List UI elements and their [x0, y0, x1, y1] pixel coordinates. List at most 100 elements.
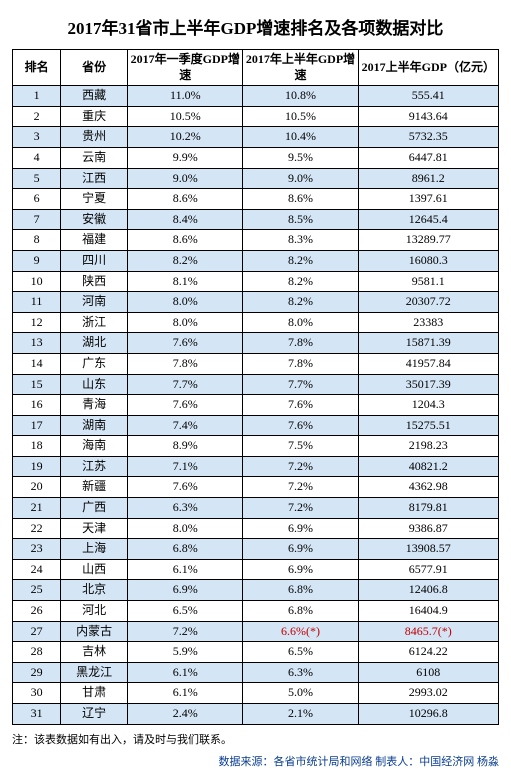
- cell-gdp: 5732.35: [358, 127, 498, 148]
- cell-province: 山西: [61, 559, 128, 580]
- cell-h1: 8.2%: [243, 250, 358, 271]
- cell-h1: 6.9%: [243, 559, 358, 580]
- cell-province: 天津: [61, 518, 128, 539]
- cell-rank: 13: [13, 333, 61, 354]
- cell-rank: 1: [13, 86, 61, 107]
- cell-h1: 6.8%: [243, 601, 358, 622]
- cell-q1: 8.2%: [128, 250, 243, 271]
- header-q1: 2017年一季度GDP增速: [128, 50, 243, 86]
- cell-q1: 7.8%: [128, 353, 243, 374]
- cell-gdp: 1397.61: [358, 189, 498, 210]
- cell-province: 江西: [61, 168, 128, 189]
- cell-rank: 22: [13, 518, 61, 539]
- cell-rank: 14: [13, 353, 61, 374]
- cell-province: 湖北: [61, 333, 128, 354]
- cell-gdp: 23383: [358, 312, 498, 333]
- cell-q1: 11.0%: [128, 86, 243, 107]
- cell-gdp: 20307.72: [358, 292, 498, 313]
- table-row: 17湖南7.4%7.6%15275.51: [13, 415, 499, 436]
- table-row: 22天津8.0%6.9%9386.87: [13, 518, 499, 539]
- cell-q1: 8.4%: [128, 209, 243, 230]
- cell-province: 福建: [61, 230, 128, 251]
- cell-province: 上海: [61, 539, 128, 560]
- cell-h1: 6.3%: [243, 662, 358, 683]
- gdp-table: 排名 省份 2017年一季度GDP增速 2017年上半年GDP增速 2017上半…: [12, 49, 499, 725]
- cell-gdp: 10296.8: [358, 704, 498, 725]
- cell-gdp: 8465.7(*): [358, 621, 498, 642]
- cell-h1: 8.2%: [243, 292, 358, 313]
- cell-rank: 8: [13, 230, 61, 251]
- cell-q1: 10.2%: [128, 127, 243, 148]
- cell-q1: 8.0%: [128, 312, 243, 333]
- table-row: 27内蒙古7.2%6.6%(*)8465.7(*): [13, 621, 499, 642]
- cell-province: 山东: [61, 374, 128, 395]
- cell-gdp: 8179.81: [358, 498, 498, 519]
- header-rank: 排名: [13, 50, 61, 86]
- table-row: 7安徽8.4%8.5%12645.4: [13, 209, 499, 230]
- table-row: 8福建8.6%8.3%13289.77: [13, 230, 499, 251]
- cell-rank: 26: [13, 601, 61, 622]
- cell-h1: 6.6%(*): [243, 621, 358, 642]
- cell-q1: 7.6%: [128, 333, 243, 354]
- cell-province: 安徽: [61, 209, 128, 230]
- cell-province: 河北: [61, 601, 128, 622]
- cell-rank: 6: [13, 189, 61, 210]
- cell-gdp: 16404.9: [358, 601, 498, 622]
- cell-h1: 7.8%: [243, 333, 358, 354]
- cell-q1: 8.0%: [128, 292, 243, 313]
- cell-h1: 7.7%: [243, 374, 358, 395]
- cell-rank: 16: [13, 395, 61, 416]
- cell-h1: 10.4%: [243, 127, 358, 148]
- cell-gdp: 6124.22: [358, 642, 498, 663]
- header-h1: 2017年上半年GDP增速: [243, 50, 358, 86]
- cell-rank: 4: [13, 147, 61, 168]
- cell-province: 重庆: [61, 106, 128, 127]
- table-row: 2重庆10.5%10.5%9143.64: [13, 106, 499, 127]
- cell-rank: 17: [13, 415, 61, 436]
- cell-q1: 8.6%: [128, 230, 243, 251]
- table-row: 13湖北7.6%7.8%15871.39: [13, 333, 499, 354]
- table-row: 4云南9.9%9.5%6447.81: [13, 147, 499, 168]
- cell-rank: 3: [13, 127, 61, 148]
- cell-province: 西藏: [61, 86, 128, 107]
- table-row: 30甘肃6.1%5.0%2993.02: [13, 683, 499, 704]
- cell-province: 海南: [61, 436, 128, 457]
- cell-q1: 8.9%: [128, 436, 243, 457]
- cell-gdp: 41957.84: [358, 353, 498, 374]
- cell-gdp: 555.41: [358, 86, 498, 107]
- header-gdp: 2017上半年GDP（亿元）: [358, 50, 498, 86]
- cell-rank: 31: [13, 704, 61, 725]
- cell-h1: 8.2%: [243, 271, 358, 292]
- cell-gdp: 1204.3: [358, 395, 498, 416]
- table-row: 18海南8.9%7.5%2198.23: [13, 436, 499, 457]
- cell-province: 江苏: [61, 456, 128, 477]
- cell-h1: 7.2%: [243, 477, 358, 498]
- cell-q1: 6.5%: [128, 601, 243, 622]
- cell-rank: 2: [13, 106, 61, 127]
- cell-h1: 9.0%: [243, 168, 358, 189]
- cell-gdp: 6447.81: [358, 147, 498, 168]
- cell-gdp: 15275.51: [358, 415, 498, 436]
- cell-province: 四川: [61, 250, 128, 271]
- table-row: 16青海7.6%7.6%1204.3: [13, 395, 499, 416]
- cell-q1: 8.6%: [128, 189, 243, 210]
- cell-h1: 7.6%: [243, 395, 358, 416]
- table-row: 28吉林5.9%6.5%6124.22: [13, 642, 499, 663]
- cell-rank: 21: [13, 498, 61, 519]
- cell-q1: 9.0%: [128, 168, 243, 189]
- cell-province: 湖南: [61, 415, 128, 436]
- cell-rank: 15: [13, 374, 61, 395]
- cell-rank: 12: [13, 312, 61, 333]
- cell-h1: 6.5%: [243, 642, 358, 663]
- cell-h1: 7.6%: [243, 415, 358, 436]
- cell-h1: 6.9%: [243, 539, 358, 560]
- table-row: 14广东7.8%7.8%41957.84: [13, 353, 499, 374]
- cell-gdp: 2993.02: [358, 683, 498, 704]
- table-row: 21广西6.3%7.2%8179.81: [13, 498, 499, 519]
- cell-rank: 20: [13, 477, 61, 498]
- cell-province: 辽宁: [61, 704, 128, 725]
- header-province: 省份: [61, 50, 128, 86]
- table-row: 15山东7.7%7.7%35017.39: [13, 374, 499, 395]
- cell-rank: 7: [13, 209, 61, 230]
- data-source: 数据来源：各省市统计局和网络 制表人：中国经济网 杨淼: [12, 753, 499, 769]
